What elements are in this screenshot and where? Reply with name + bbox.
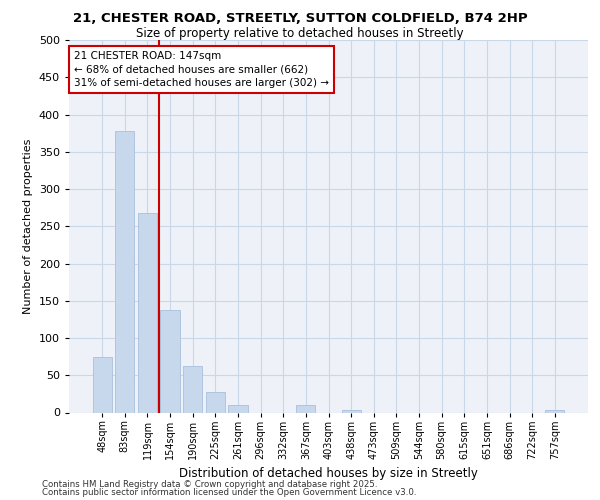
Text: Contains public sector information licensed under the Open Government Licence v3: Contains public sector information licen…	[42, 488, 416, 497]
Bar	[341, 410, 361, 412]
Bar	[92, 356, 112, 412]
Text: Contains HM Land Registry data © Crown copyright and database right 2025.: Contains HM Land Registry data © Crown c…	[42, 480, 377, 489]
Text: 21 CHESTER ROAD: 147sqm
← 68% of detached houses are smaller (662)
31% of semi-d: 21 CHESTER ROAD: 147sqm ← 68% of detache…	[74, 51, 329, 88]
X-axis label: Distribution of detached houses by size in Streetly: Distribution of detached houses by size …	[179, 468, 478, 480]
Y-axis label: Number of detached properties: Number of detached properties	[23, 138, 33, 314]
Bar	[138, 213, 157, 412]
Text: 21, CHESTER ROAD, STREETLY, SUTTON COLDFIELD, B74 2HP: 21, CHESTER ROAD, STREETLY, SUTTON COLDF…	[73, 12, 527, 26]
Bar	[160, 310, 180, 412]
Bar	[206, 392, 225, 412]
Bar	[115, 131, 134, 412]
Bar	[545, 410, 565, 412]
Bar	[229, 405, 248, 412]
Text: Size of property relative to detached houses in Streetly: Size of property relative to detached ho…	[136, 28, 464, 40]
Bar	[296, 405, 316, 412]
Bar	[183, 366, 202, 412]
